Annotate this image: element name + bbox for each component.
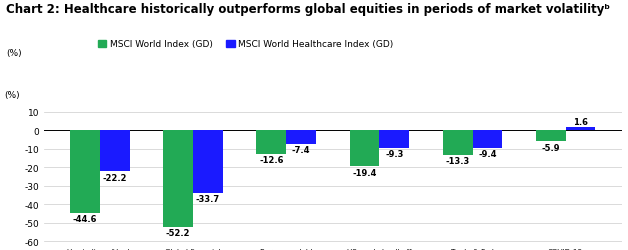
Legend: MSCI World Index (GD), MSCI World Healthcare Index (GD): MSCI World Index (GD), MSCI World Health…: [95, 37, 397, 53]
Bar: [193, 131, 223, 193]
Bar: [163, 131, 193, 227]
Text: -52.2: -52.2: [166, 228, 190, 237]
Bar: [286, 131, 316, 144]
Text: -9.3: -9.3: [385, 150, 404, 158]
Bar: [256, 131, 286, 154]
Bar: [566, 128, 595, 131]
Text: -19.4: -19.4: [352, 168, 377, 177]
Text: -12.6: -12.6: [259, 156, 284, 164]
Bar: [100, 131, 130, 172]
Bar: [350, 131, 379, 166]
Text: -9.4: -9.4: [478, 150, 497, 158]
Y-axis label: (%): (%): [4, 90, 20, 100]
Text: -7.4: -7.4: [292, 146, 310, 155]
Bar: [536, 131, 566, 142]
Text: Chart 2: Healthcare historically outperforms global equities in periods of marke: Chart 2: Healthcare historically outperf…: [6, 2, 610, 16]
Text: -5.9: -5.9: [541, 143, 560, 152]
Text: -44.6: -44.6: [73, 214, 97, 224]
Text: -22.2: -22.2: [102, 173, 127, 182]
Text: (%): (%): [6, 49, 22, 58]
Bar: [70, 131, 100, 213]
Bar: [379, 131, 409, 148]
Text: -13.3: -13.3: [445, 157, 470, 166]
Text: 1.6: 1.6: [573, 118, 588, 126]
Bar: [443, 131, 472, 155]
Bar: [472, 131, 502, 148]
Text: -33.7: -33.7: [196, 194, 220, 203]
